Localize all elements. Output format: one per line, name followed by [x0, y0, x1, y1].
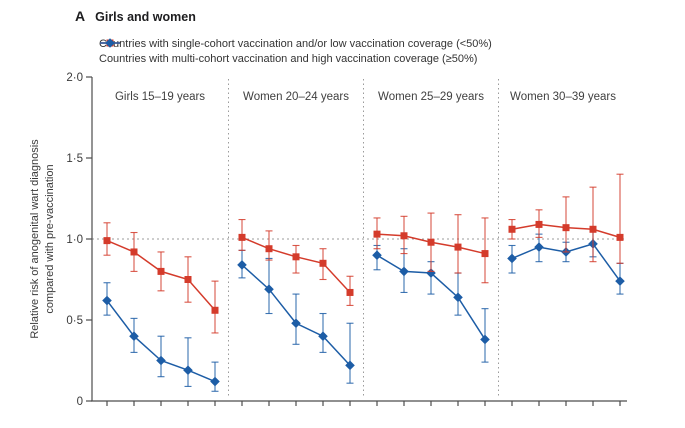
data-point-marker — [507, 253, 517, 264]
data-point-marker — [453, 292, 463, 303]
panel-title: Women 20–24 years — [243, 91, 349, 103]
panel-title: Women 30–39 years — [510, 91, 616, 103]
data-point-marker — [589, 225, 597, 233]
data-point-marker — [372, 250, 382, 260]
data-point-marker — [481, 250, 489, 258]
data-point-marker — [454, 243, 462, 251]
data-point-marker — [399, 266, 409, 277]
y-tick-label: 0 — [77, 396, 83, 408]
data-point-marker — [129, 331, 139, 341]
data-point-marker — [211, 306, 219, 314]
data-point-marker — [616, 233, 624, 241]
legend-label: Countries with multi-cohort vaccination … — [99, 53, 478, 65]
data-point-marker — [184, 276, 192, 283]
data-point-marker — [157, 267, 165, 275]
data-point-marker — [102, 295, 112, 306]
panel-title: Girls 15–19 years — [115, 91, 205, 103]
data-point-marker — [508, 225, 516, 233]
data-point-marker — [318, 331, 328, 341]
y-tick-label: 2·0 — [66, 72, 83, 84]
diamond-marker-icon — [100, 38, 120, 48]
data-point-marker — [265, 245, 273, 253]
panel-title: Women 25–29 years — [378, 91, 484, 103]
data-point-marker — [534, 242, 544, 252]
data-point-marker — [183, 365, 193, 376]
figure-title: Girls and women — [95, 10, 196, 24]
data-point-marker — [237, 260, 247, 270]
data-point-marker — [615, 276, 625, 286]
legend: Countries with single-cohort vaccination… — [99, 37, 492, 66]
data-point-marker — [373, 230, 381, 238]
data-point-marker — [210, 376, 220, 387]
legend-item-multi-cohort: Countries with multi-cohort vaccination … — [99, 38, 492, 66]
data-point-marker — [238, 233, 246, 241]
y-tick-label: 1·0 — [66, 234, 83, 246]
legend-label: Countries with single-cohort vaccination… — [99, 38, 492, 50]
data-point-marker — [319, 259, 327, 267]
figure-header: A Girls and women — [75, 8, 196, 24]
data-point-marker — [480, 334, 490, 345]
panel-letter: A — [75, 8, 86, 24]
y-tick-label: 1·5 — [66, 153, 83, 165]
data-point-marker — [535, 220, 543, 228]
data-point-marker — [346, 288, 354, 296]
data-point-marker — [400, 232, 408, 240]
data-point-marker — [345, 360, 355, 371]
data-point-marker — [291, 318, 301, 329]
y-tick-label: 0·5 — [66, 315, 83, 327]
data-point-marker — [427, 238, 435, 246]
data-point-marker — [292, 253, 300, 261]
data-point-marker — [426, 268, 436, 278]
data-point-marker — [156, 355, 166, 366]
data-point-marker — [562, 224, 570, 232]
data-point-marker — [103, 237, 111, 245]
data-point-marker — [264, 284, 274, 295]
data-point-marker — [130, 248, 138, 256]
